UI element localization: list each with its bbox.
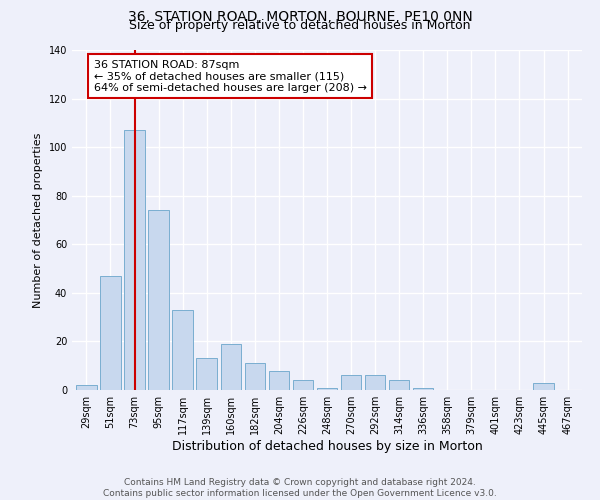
X-axis label: Distribution of detached houses by size in Morton: Distribution of detached houses by size …	[172, 440, 482, 453]
Bar	[269, 370, 289, 390]
Bar	[293, 380, 313, 390]
Bar	[341, 376, 361, 390]
Bar	[413, 388, 433, 390]
Bar	[172, 310, 193, 390]
Bar	[245, 364, 265, 390]
Text: 36, STATION ROAD, MORTON, BOURNE, PE10 0NN: 36, STATION ROAD, MORTON, BOURNE, PE10 0…	[128, 10, 472, 24]
Bar	[148, 210, 169, 390]
Bar	[389, 380, 409, 390]
Bar	[317, 388, 337, 390]
Bar	[221, 344, 241, 390]
Bar	[365, 376, 385, 390]
Bar	[196, 358, 217, 390]
Bar	[124, 130, 145, 390]
Bar	[100, 276, 121, 390]
Text: 36 STATION ROAD: 87sqm
← 35% of detached houses are smaller (115)
64% of semi-de: 36 STATION ROAD: 87sqm ← 35% of detached…	[94, 60, 367, 93]
Y-axis label: Number of detached properties: Number of detached properties	[33, 132, 43, 308]
Bar	[533, 382, 554, 390]
Text: Size of property relative to detached houses in Morton: Size of property relative to detached ho…	[129, 18, 471, 32]
Bar	[76, 385, 97, 390]
Text: Contains HM Land Registry data © Crown copyright and database right 2024.
Contai: Contains HM Land Registry data © Crown c…	[103, 478, 497, 498]
